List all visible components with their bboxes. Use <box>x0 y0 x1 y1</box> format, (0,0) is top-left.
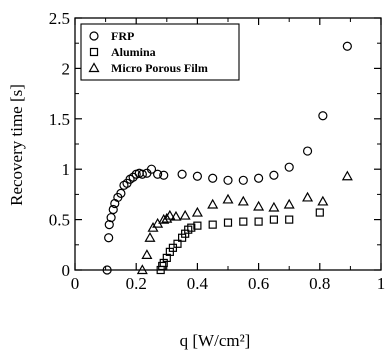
legend-marker-square <box>89 47 99 57</box>
x-tick-label: 0 <box>71 274 80 293</box>
axis-ticks: 0 0.2 0.4 0.6 0.8 1 0 0.5 1 1.5 2 2.5 <box>49 9 386 293</box>
series-square <box>156 208 324 275</box>
series-triangle <box>136 170 353 275</box>
data-point-circle <box>102 265 112 275</box>
series-circle <box>102 41 352 275</box>
data-point-circle <box>302 146 313 156</box>
y-tick-label: 2.5 <box>49 9 70 28</box>
data-point-circle <box>153 169 163 179</box>
data-point-square <box>285 215 294 224</box>
data-point-circle <box>104 233 114 243</box>
data-point-triangle <box>170 210 182 221</box>
data-point-triangle <box>268 201 280 212</box>
data-point-square <box>223 218 233 227</box>
legend-entry-label: Micro Porous Film <box>111 61 208 75</box>
data-point-triangle <box>136 264 148 275</box>
data-point-triangle <box>141 249 153 259</box>
legend-entry-label: FRP <box>111 29 134 43</box>
y-axis-label: Recovery time [s] <box>7 84 26 206</box>
y-tick-label: 2 <box>62 59 71 78</box>
x-tick-label: 1 <box>377 274 386 293</box>
data-point-triangle <box>222 193 234 204</box>
y-tick-label: 1 <box>62 160 71 179</box>
data-point-circle <box>238 175 248 185</box>
x-axis-label: q [W/cm²] <box>180 331 251 350</box>
legend-marker-circle <box>89 31 99 41</box>
data-point-triangle <box>179 209 191 220</box>
data-point-circle <box>137 169 147 179</box>
legend-box <box>80 23 240 81</box>
data-point-triangle <box>237 195 249 206</box>
data-point-triangle <box>302 191 314 202</box>
data-point-square <box>254 217 263 226</box>
data-point-circle <box>116 188 126 198</box>
data-point-circle <box>177 169 187 179</box>
y-tick-label: 0.5 <box>49 211 70 230</box>
data-point-circle <box>208 173 218 183</box>
data-point-triangle <box>191 206 203 217</box>
data-point-triangle <box>164 209 176 220</box>
data-point-circle <box>192 171 202 181</box>
data-point-square <box>187 223 196 232</box>
data-point-square <box>208 220 217 229</box>
data-point-circle <box>269 170 279 180</box>
y-tick-label: 0 <box>62 261 71 280</box>
data-point-circle <box>284 162 294 172</box>
x-tick-label: 0.6 <box>248 274 269 293</box>
data-point-circle <box>223 175 233 185</box>
data-point-square <box>315 208 324 217</box>
data-point-triangle <box>144 232 156 242</box>
x-tick-label: 0.2 <box>126 274 147 293</box>
data-point-triangle <box>207 198 219 209</box>
data-point-square <box>269 215 278 224</box>
x-tick-label: 0.4 <box>187 274 209 293</box>
data-point-circle <box>106 212 116 223</box>
data-points <box>102 41 353 275</box>
data-point-square <box>239 217 248 226</box>
data-point-triangle <box>161 212 173 223</box>
legend: FRP Alumina Micro Porous Film <box>80 23 240 81</box>
data-point-triangle <box>317 195 329 206</box>
data-point-triangle <box>283 198 295 209</box>
data-point-circle <box>159 170 169 180</box>
data-point-square <box>193 221 202 230</box>
data-point-circle <box>254 173 264 183</box>
x-tick-label: 0.8 <box>309 274 330 293</box>
data-point-square <box>173 239 182 248</box>
y-tick-label: 1.5 <box>49 110 70 129</box>
legend-entry-label: Alumina <box>111 45 156 59</box>
data-point-triangle <box>341 170 353 181</box>
data-point-circle <box>342 41 352 51</box>
data-point-triangle <box>253 200 265 211</box>
data-point-circle <box>318 111 328 121</box>
data-point-circle <box>108 204 118 215</box>
legend-marker-triangle <box>88 62 100 73</box>
data-point-circle <box>146 164 157 174</box>
